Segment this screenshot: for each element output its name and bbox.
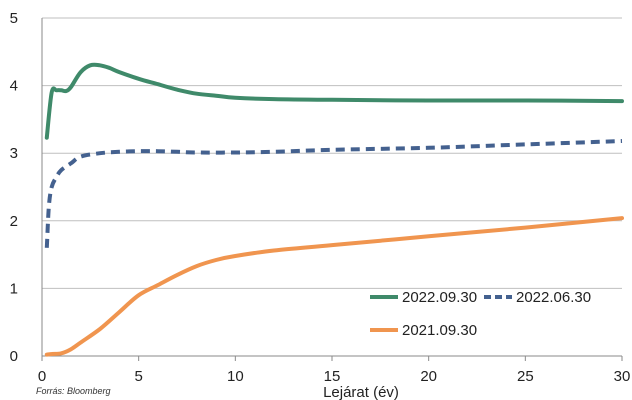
x-tick-label-15: 15 — [324, 368, 341, 385]
x-tick-label-20: 20 — [420, 368, 437, 385]
gridlines — [42, 17, 622, 289]
axes — [41, 18, 623, 361]
x-tick-label-10: 10 — [227, 368, 244, 385]
y-tick-label-3: 3 — [10, 145, 18, 162]
series-lines — [44, 62, 624, 357]
y-tick-label-4: 4 — [10, 78, 18, 95]
y-tick-label-5: 5 — [10, 10, 18, 27]
y-tick-label-2: 2 — [10, 213, 18, 230]
x-axis-label: Lejárat (év) — [323, 384, 399, 400]
legend-label-2021-09-30: 2021.09.30 — [402, 322, 477, 339]
legend-label-2022-06-30: 2022.06.30 — [516, 289, 591, 306]
series-line-2022-09-30 — [44, 62, 624, 140]
x-tick-label-5: 5 — [134, 368, 142, 385]
y-tick-label-1: 1 — [10, 280, 18, 297]
y-tick-labels: 0 1 2 3 4 5 — [10, 10, 18, 365]
source-note: Forrás: Bloomberg — [36, 386, 111, 396]
x-tick-labels: 0 5 10 15 20 25 30 — [38, 368, 631, 385]
x-tick-label-0: 0 — [38, 368, 46, 385]
legend-label-2022-09-30: 2022.09.30 — [402, 289, 477, 306]
legend: 2022.09.30 2022.06.30 2021.09.30 — [370, 289, 591, 339]
x-tick-label-30: 30 — [614, 368, 631, 385]
y-tick-label-0: 0 — [10, 348, 18, 365]
series-line-2021-09-30 — [44, 216, 624, 357]
x-tick-label-25: 25 — [517, 368, 534, 385]
series-line-2022-06-30 — [44, 139, 623, 248]
